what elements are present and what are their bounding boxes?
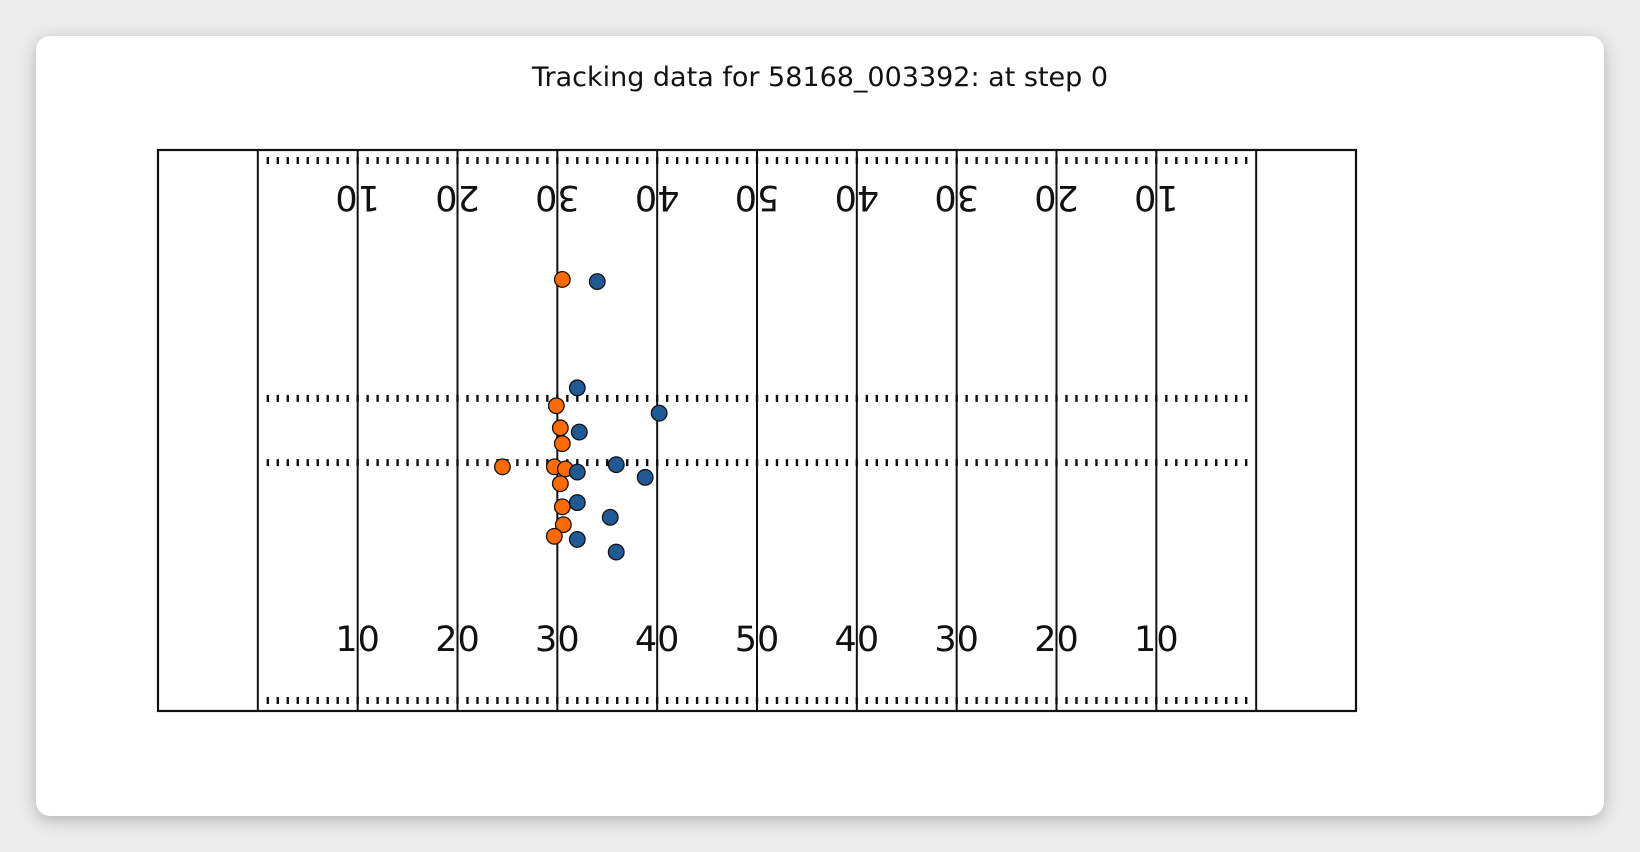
yard-number-top: 30 [535,177,580,217]
chart-svg: Tracking data for 58168_003392: at step … [156,62,1358,713]
yard-number-bottom: 20 [435,620,480,660]
player-markers [493,271,668,561]
player-point [547,397,565,415]
yard-number-bottom: 50 [735,620,780,660]
yard-number-bottom: 40 [835,620,880,660]
player-point [601,508,619,526]
player-point [607,456,625,474]
player-point [607,543,625,561]
hash-mark-row [266,459,1248,467]
player-point [568,379,586,397]
player-point [551,419,569,437]
yard-number-top: 10 [1134,177,1179,217]
yard-number-bottom: 10 [335,620,380,660]
yard-number-top: 40 [635,177,680,217]
hash-mark-row [266,696,1248,704]
football-field: 10 10 20 20 30 30 40 40 50 50 40 40 30 30 20 20 10 10 [156,148,1358,713]
player-point [553,498,571,516]
player-point [588,273,606,291]
player-point [545,527,563,545]
yard-number-bottom: 10 [1134,620,1179,660]
yard-number-bottom: 30 [934,620,979,660]
yard-number-top: 50 [735,177,780,217]
player-point [570,423,588,441]
hash-mark-row [266,394,1248,402]
player-point [551,475,569,493]
player-point [553,271,571,288]
player-point [568,494,586,512]
player-point [650,404,668,422]
yard-number-top: 20 [1034,177,1079,217]
yard-number-top: 30 [934,177,979,217]
figure-card: Tracking data for 58168_003392: at step … [36,36,1604,816]
player-point [493,458,511,476]
player-point [553,435,571,453]
player-point [554,516,572,534]
player-point [568,530,586,548]
yard-number-top: 40 [835,177,880,217]
yard-number-bottom: 30 [535,620,580,660]
yard-number-top: 10 [335,177,380,217]
player-point [568,463,586,481]
chart-title: Tracking data for 58168_003392: at step … [531,62,1108,93]
yard-number-bottom: 40 [635,620,680,660]
yard-number-top: 20 [435,177,480,217]
player-point [636,468,654,486]
yard-number-bottom: 20 [1034,620,1079,660]
hash-mark-row [266,157,1248,165]
